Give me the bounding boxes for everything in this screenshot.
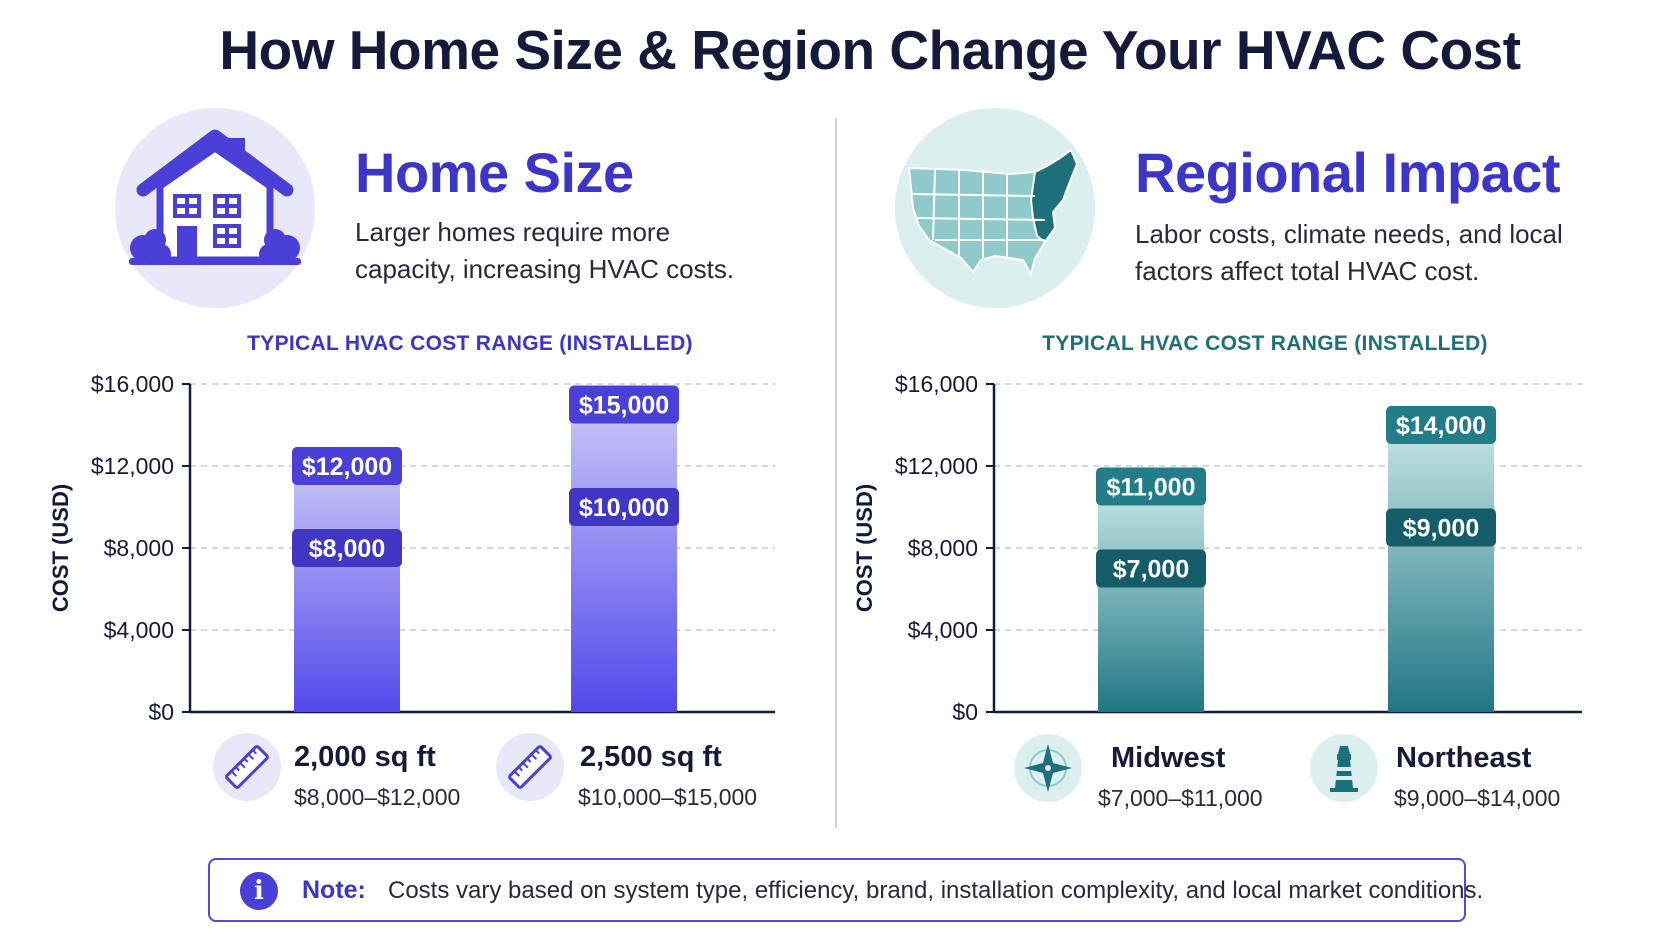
section-divider [835,118,837,828]
data-label-low: $8,000 [309,535,385,563]
home-size-description-2: capacity, increasing HVAC costs. [355,254,735,284]
y-tick-label: $0 [952,699,978,720]
y-tick-label: $4,000 [104,617,174,643]
y-axis-label: COST (USD) [48,484,73,612]
house-icon-badge [115,108,315,308]
y-tick-label: $0 [148,699,174,720]
data-label-low-bg [292,529,402,567]
y-tick-label: $8,000 [908,535,978,561]
bar-2-000-sq-ft [294,466,400,712]
category-range-2000: $8,000–$12,000 [294,784,461,810]
category-label-2500: 2,500 sq ft [580,741,722,773]
region-chart-title: TYPICAL HVAC COST RANGE (INSTALLED) [1042,332,1488,355]
data-label-high-bg [1096,467,1206,506]
y-tick-label: $12,000 [895,453,978,479]
data-label-high: $11,000 [1107,474,1196,502]
page-title: How Home Size & Region Change Your HVAC … [219,19,1521,81]
home-size-description-1: Larger homes require more [355,217,671,247]
bar-2-500-sq-ft [571,404,677,712]
regional-impact-title: Regional Impact [1135,141,1561,204]
data-label-low: $9,000 [1403,515,1479,543]
y-tick-label: $16,000 [895,371,978,397]
data-label-low: $7,000 [1113,556,1189,584]
note-label: Note: [302,876,366,904]
regional-chart: COST (USD) $0 $4,000 $8,000 $12,000 $16,000 $1… [852,371,1582,720]
data-label-low-bg [569,488,679,526]
ruler-icon [213,733,281,801]
lighthouse-icon [1310,734,1378,802]
us-map-icon-badge [895,108,1095,308]
category-label-midwest: Midwest [1111,742,1226,774]
info-icon: i [240,872,278,910]
data-label-low-bg [1386,508,1496,547]
house-icon [129,129,301,265]
bar-northeast [1388,425,1494,712]
data-label-high-bg [292,447,402,485]
data-label-high: $12,000 [302,453,392,481]
bar-midwest [1098,486,1204,712]
y-tick-label: $12,000 [91,453,174,479]
y-axis-label: COST (USD) [852,484,877,612]
y-tick-label: $4,000 [908,617,978,643]
home-size-title: Home Size [355,141,634,204]
note-text: Costs vary based on system type, efficie… [388,877,1484,904]
home-chart-title: TYPICAL HVAC COST RANGE (INSTALLED) [247,332,693,355]
regional-description-2: factors affect total HVAC cost. [1135,256,1480,286]
category-range-2500: $10,000–$15,000 [578,784,758,810]
us-map-icon [907,148,1079,277]
y-tick-label: $8,000 [104,535,174,561]
ruler-icon [496,733,564,801]
data-label-low-bg [1096,549,1206,588]
data-label-high: $14,000 [1396,412,1486,440]
home-size-chart: COST (USD) $0 $4,000 $8,000 $12,000 $16,000 $1… [48,371,775,720]
category-range-midwest: $7,000–$11,000 [1098,785,1263,811]
data-label-high-bg [569,385,679,424]
data-label-high: $15,000 [579,392,669,420]
category-range-northeast: $9,000–$14,000 [1394,785,1561,811]
category-label-northeast: Northeast [1396,742,1532,774]
data-label-low: $10,000 [579,494,669,522]
regional-description-1: Labor costs, climate needs, and local [1135,219,1563,249]
data-label-high-bg [1386,406,1496,444]
compass-icon [1014,734,1082,802]
y-tick-label: $16,000 [91,371,174,397]
category-label-2000: 2,000 sq ft [294,741,436,773]
note-box [208,858,1466,922]
